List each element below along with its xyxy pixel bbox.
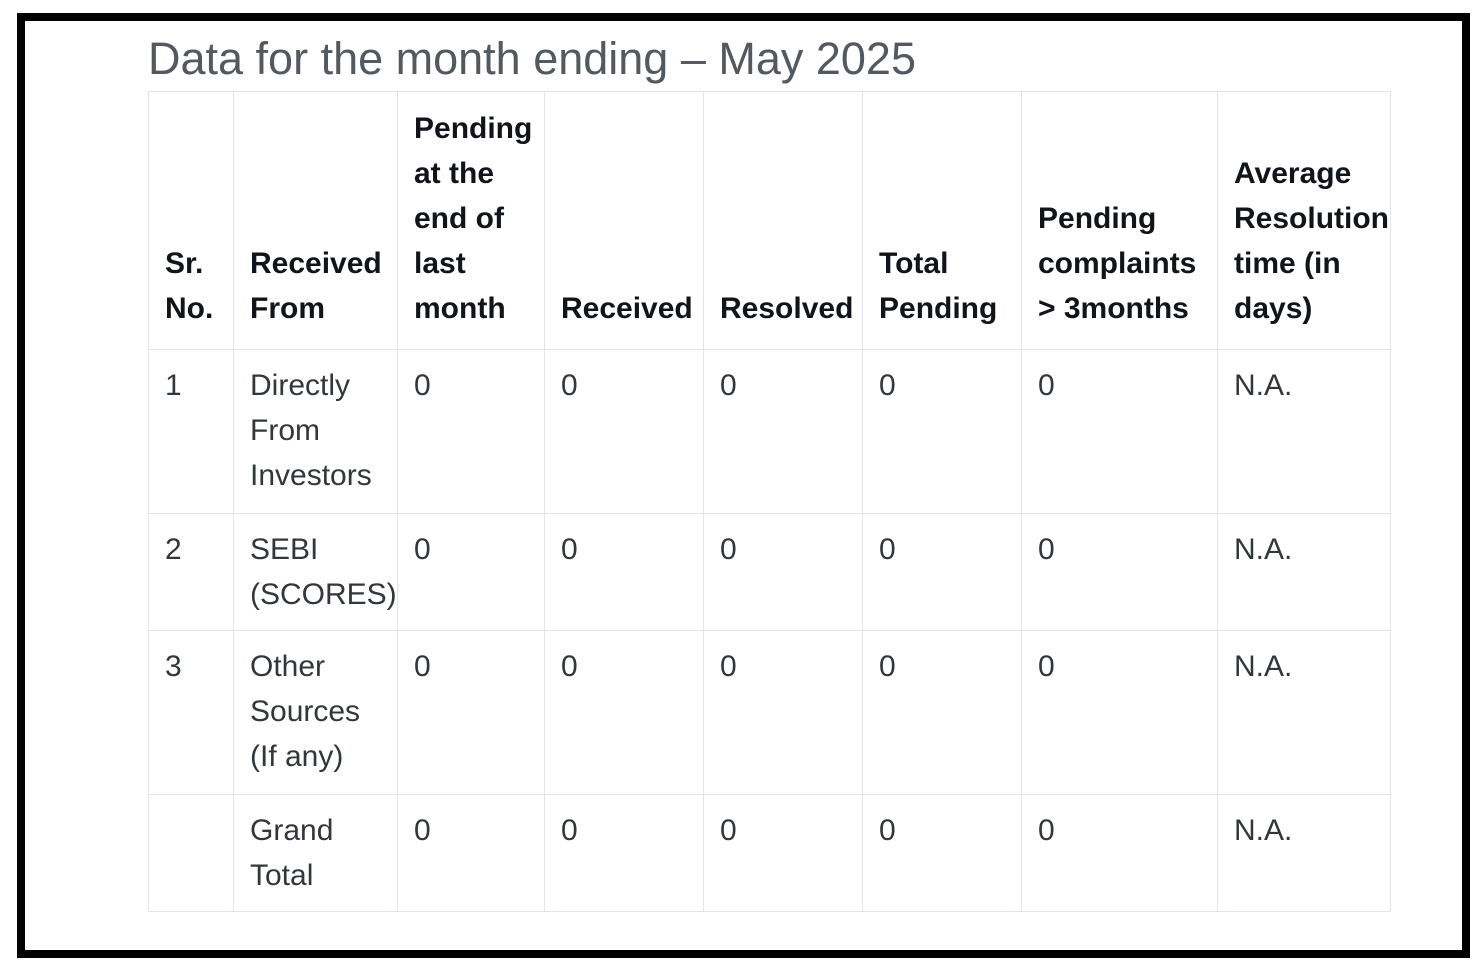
cell-total-pending: 0	[862, 794, 1022, 912]
cell-received: 0	[544, 630, 704, 795]
cell-pending-3months: 0	[1021, 794, 1218, 912]
header-total-pending: Total Pending	[862, 91, 1022, 350]
table-row-other-sources: 3 Other Sources (If any) 0 0 0 0 0 N.A.	[148, 630, 1391, 795]
table-row-sebi-scores: 2 SEBI (SCORES) 0 0 0 0 0 N.A.	[148, 513, 1391, 631]
cell-received: 0	[544, 349, 704, 514]
table-header-row: Sr. No. Received From Pending at the end…	[148, 91, 1391, 350]
cell-avg-resolution: N.A.	[1217, 513, 1391, 631]
header-pending-3months: Pending complaints > 3months	[1021, 91, 1218, 350]
cell-total-pending: 0	[862, 630, 1022, 795]
complaints-data-table: Sr. No. Received From Pending at the end…	[148, 91, 1391, 912]
cell-received: 0	[544, 513, 704, 631]
header-received-from: Received From	[233, 91, 398, 350]
cell-resolved: 0	[703, 630, 863, 795]
cell-received-from: SEBI (SCORES)	[233, 513, 398, 631]
cell-pending-last-month: 0	[397, 513, 545, 631]
cell-resolved: 0	[703, 794, 863, 912]
cell-total-pending: 0	[862, 513, 1022, 631]
cell-received-from: Directly From Investors	[233, 349, 398, 514]
cell-avg-resolution: N.A.	[1217, 794, 1391, 912]
header-resolved: Resolved	[703, 91, 863, 350]
cell-pending-last-month: 0	[397, 349, 545, 514]
cell-pending-3months: 0	[1021, 630, 1218, 795]
cell-pending-3months: 0	[1021, 349, 1218, 514]
cell-received: 0	[544, 794, 704, 912]
cell-received-from: Other Sources (If any)	[233, 630, 398, 795]
table-row-grand-total: Grand Total 0 0 0 0 0 N.A.	[148, 794, 1391, 912]
cell-pending-3months: 0	[1021, 513, 1218, 631]
header-received: Received	[544, 91, 704, 350]
table-row-directly-from-investors: 1 Directly From Investors 0 0 0 0 0 N.A.	[148, 349, 1391, 514]
cell-pending-last-month: 0	[397, 794, 545, 912]
cell-sr-no: 1	[148, 349, 234, 514]
cell-total-pending: 0	[862, 349, 1022, 514]
header-avg-resolution: Average Resolution time (in days)	[1217, 91, 1391, 350]
cell-resolved: 0	[703, 349, 863, 514]
cell-sr-no	[148, 794, 234, 912]
header-sr-no: Sr. No.	[148, 91, 234, 350]
cell-received-from: Grand Total	[233, 794, 398, 912]
cell-sr-no: 3	[148, 630, 234, 795]
cell-pending-last-month: 0	[397, 630, 545, 795]
page-border-frame: Data for the month ending – May 2025 Sr.…	[17, 13, 1470, 958]
page-content: Data for the month ending – May 2025 Sr.…	[148, 33, 1391, 912]
cell-avg-resolution: N.A.	[1217, 630, 1391, 795]
cell-resolved: 0	[703, 513, 863, 631]
cell-sr-no: 2	[148, 513, 234, 631]
cell-avg-resolution: N.A.	[1217, 349, 1391, 514]
header-pending-last-month: Pending at the end of last month	[397, 91, 545, 350]
page-title: Data for the month ending – May 2025	[148, 33, 916, 84]
